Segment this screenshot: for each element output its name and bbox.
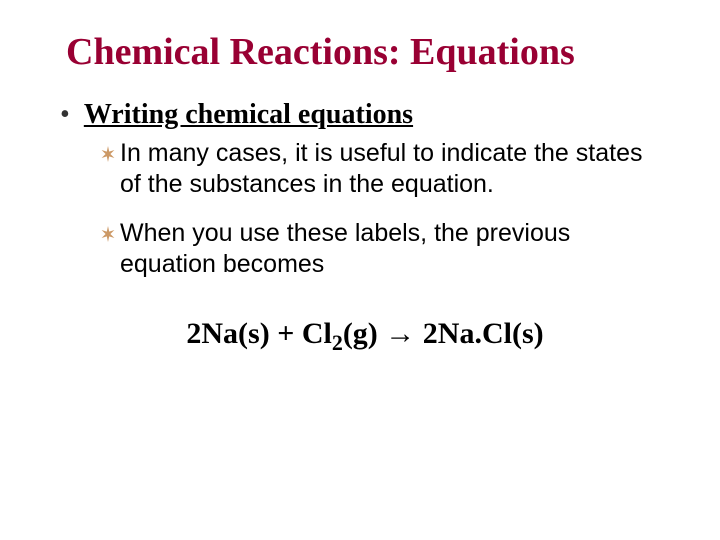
star-icon [100, 146, 116, 162]
bullet-text: Writing chemical equations [84, 98, 413, 132]
eq-lhs1: 2Na(s) [186, 317, 269, 350]
eq-arrow: → [385, 317, 415, 350]
bullet-marker: • [60, 98, 70, 132]
page-title: Chemical Reactions: Equations [66, 30, 670, 74]
eq-plus: + [277, 317, 294, 350]
star-icon [100, 226, 116, 242]
eq-lhs2-state: (g) [343, 317, 378, 350]
sub-text-2: When you use these labels, the previous … [120, 218, 670, 281]
eq-rhs: 2Na.Cl(s) [423, 317, 544, 350]
eq-lhs2-sub: 2 [332, 330, 343, 355]
eq-lhs2-base: Cl [302, 317, 332, 350]
slide: Chemical Reactions: Equations • Writing … [0, 0, 720, 386]
sub-text-1: In many cases, it is useful to indicate … [120, 138, 670, 201]
main-bullet: • Writing chemical equations [60, 98, 670, 132]
equation-container: 2Na(s) + Cl2(g) → 2Na.Cl(s) [60, 317, 670, 356]
chemical-equation: 2Na(s) + Cl2(g) → 2Na.Cl(s) [186, 317, 543, 356]
sub-bullet-2: When you use these labels, the previous … [100, 218, 670, 281]
sub-bullet-1: In many cases, it is useful to indicate … [100, 138, 670, 201]
